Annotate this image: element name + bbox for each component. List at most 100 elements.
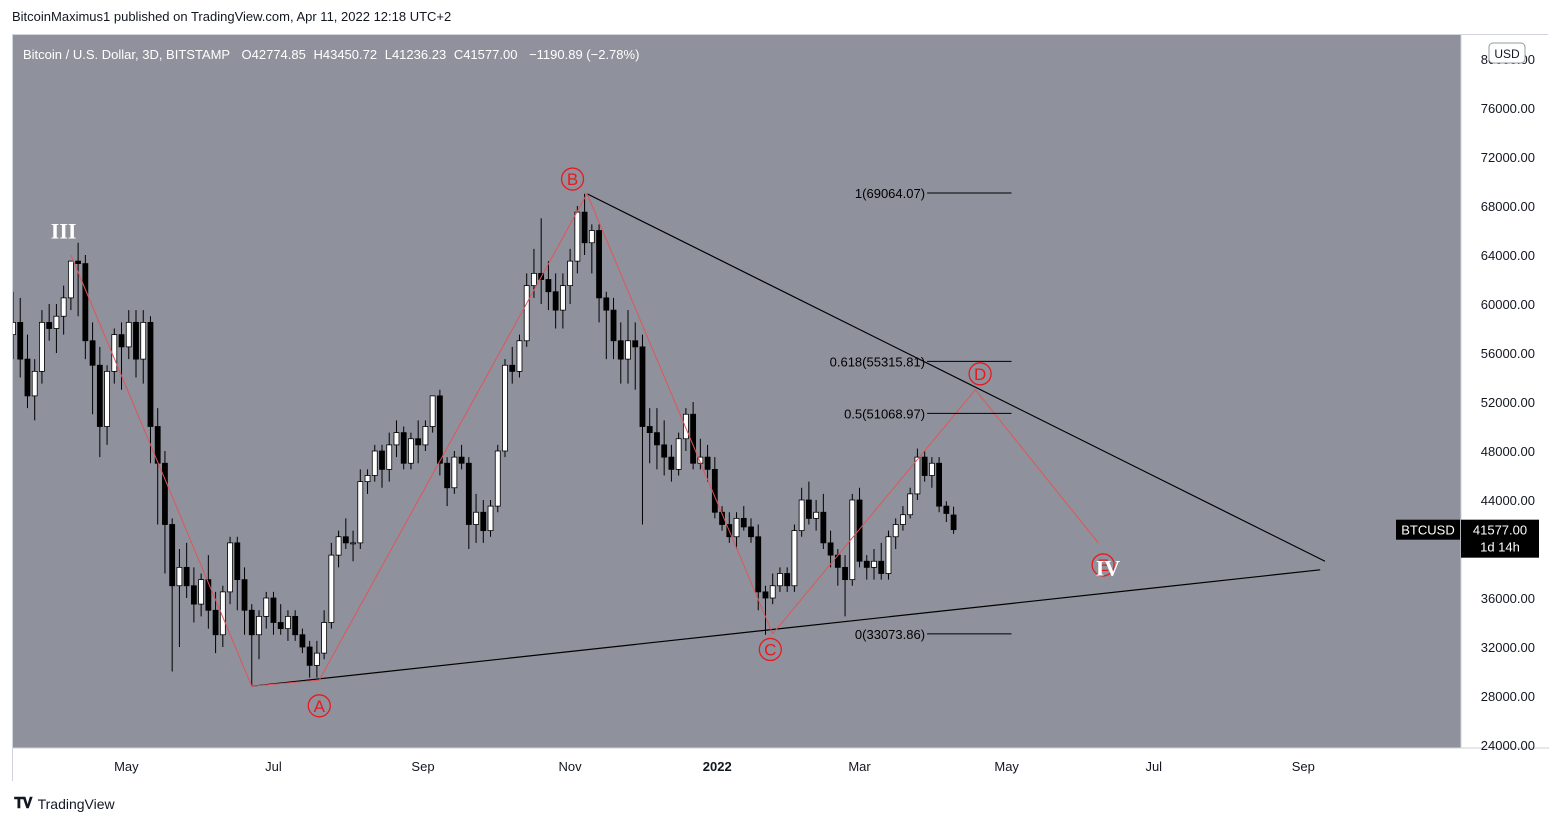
candle-body (581, 211, 588, 244)
candle (263, 591, 270, 629)
candle (748, 518, 754, 543)
candle (350, 530, 356, 562)
candle-body (813, 511, 820, 519)
candle (682, 408, 689, 451)
wave-circle-label: A (307, 694, 331, 718)
candle (646, 408, 653, 464)
price-tick-label: 48000.00 (1481, 444, 1535, 459)
wave-letter: E (1097, 556, 1108, 575)
candle (516, 334, 523, 378)
candle-body (436, 395, 443, 464)
candle-body (567, 260, 574, 287)
candle-body (502, 364, 508, 452)
wave-degree-label: IV (1096, 555, 1121, 580)
candle (89, 322, 96, 415)
candle (422, 420, 429, 451)
legend-close-key: C (454, 47, 463, 62)
legend-open-key: O (241, 47, 251, 62)
candle-body (668, 456, 675, 470)
candle-body (559, 285, 566, 311)
candle (53, 304, 60, 353)
candle-body (661, 444, 668, 458)
candle (610, 297, 617, 360)
candle-body (871, 560, 877, 568)
candle (234, 536, 241, 611)
tradingview-logo-icon: 𝐓𝐕 (14, 795, 33, 812)
candle-body (422, 426, 429, 446)
candle-body (393, 432, 400, 446)
candle (147, 316, 154, 464)
tradingview-brand[interactable]: 𝐓𝐕 TradingView (14, 795, 115, 812)
currency-badge[interactable]: USD (1488, 42, 1526, 64)
candle-body (646, 426, 653, 434)
candle (299, 628, 306, 654)
candle (523, 273, 530, 347)
price-tick-label: 76000.00 (1481, 101, 1535, 116)
chart-frame[interactable]: 1(69064.07) 0.618(55315.81) 0.5(51068.97) 0… (12, 34, 1549, 782)
candle (639, 334, 646, 525)
wave-circle-icon (968, 362, 992, 386)
triangle-trendline[interactable] (251, 569, 1321, 687)
wave-circle-icon (758, 637, 782, 662)
legend-high-key: H (313, 47, 322, 62)
price-chart[interactable]: 1(69064.07) 0.618(55315.81) 0.5(51068.97) 0… (13, 35, 1549, 782)
legend-title: Bitcoin / U.S. Dollar, 3D, BITSTAMP (23, 47, 230, 62)
candle (755, 524, 762, 611)
publisher-caption: BitcoinMaximus1 published on TradingView… (12, 9, 452, 24)
candle (125, 310, 132, 360)
time-tick-label: Sep (411, 759, 434, 774)
candle (335, 530, 342, 568)
candle (936, 457, 943, 513)
candle (458, 444, 465, 470)
candle (313, 640, 320, 678)
candle (17, 297, 24, 378)
candle-body (465, 462, 472, 525)
legend-high-value: 43450.72 (323, 47, 377, 62)
candle-body (762, 591, 769, 599)
price-tick-label: 44000.00 (1481, 493, 1535, 508)
wave-path-line[interactable] (70, 192, 1099, 687)
candle-body (907, 493, 914, 516)
candle (849, 493, 856, 586)
candle-body (379, 450, 385, 470)
candle (285, 610, 291, 641)
candle (198, 573, 205, 617)
price-axis[interactable]: 80000.0076000.0072000.0068000.0064000.00… (1481, 52, 1535, 753)
candle-body (755, 536, 762, 593)
current-price-tag: BTCUSD 41577.00 1d 14h (1396, 519, 1539, 558)
candle (169, 518, 176, 672)
candle (654, 408, 660, 470)
candle-body (842, 566, 848, 581)
candle-body (682, 413, 689, 440)
candle-body (480, 511, 487, 532)
candle (661, 420, 668, 476)
candle-body (162, 462, 168, 525)
candle-body (588, 230, 595, 244)
candle-body (234, 542, 241, 581)
time-tick-label: Mar (848, 759, 871, 774)
candle-body (805, 499, 812, 519)
candle (444, 457, 451, 507)
candle-body (784, 573, 791, 587)
candle-body (451, 456, 458, 489)
candle-body (190, 585, 197, 605)
candle (907, 487, 914, 519)
candle-body (198, 579, 205, 605)
candle (798, 487, 805, 537)
candle-body (820, 511, 827, 544)
candle (415, 420, 422, 464)
price-axis-background[interactable] (1461, 35, 1549, 748)
candle (559, 273, 566, 329)
candle (248, 604, 255, 687)
candle-body (39, 321, 45, 372)
candle-body (31, 370, 38, 397)
candle (270, 591, 277, 635)
candle (545, 261, 552, 311)
wave-circle-label: C (758, 637, 782, 662)
time-axis[interactable]: May Jul Sep Nov 2022 Mar May Jul Sep (114, 759, 1315, 774)
triangle-trendline[interactable] (586, 193, 1326, 562)
candle-body (104, 370, 110, 427)
time-axis-background[interactable] (13, 748, 1549, 782)
candle-body (878, 560, 885, 574)
candle (13, 291, 16, 360)
